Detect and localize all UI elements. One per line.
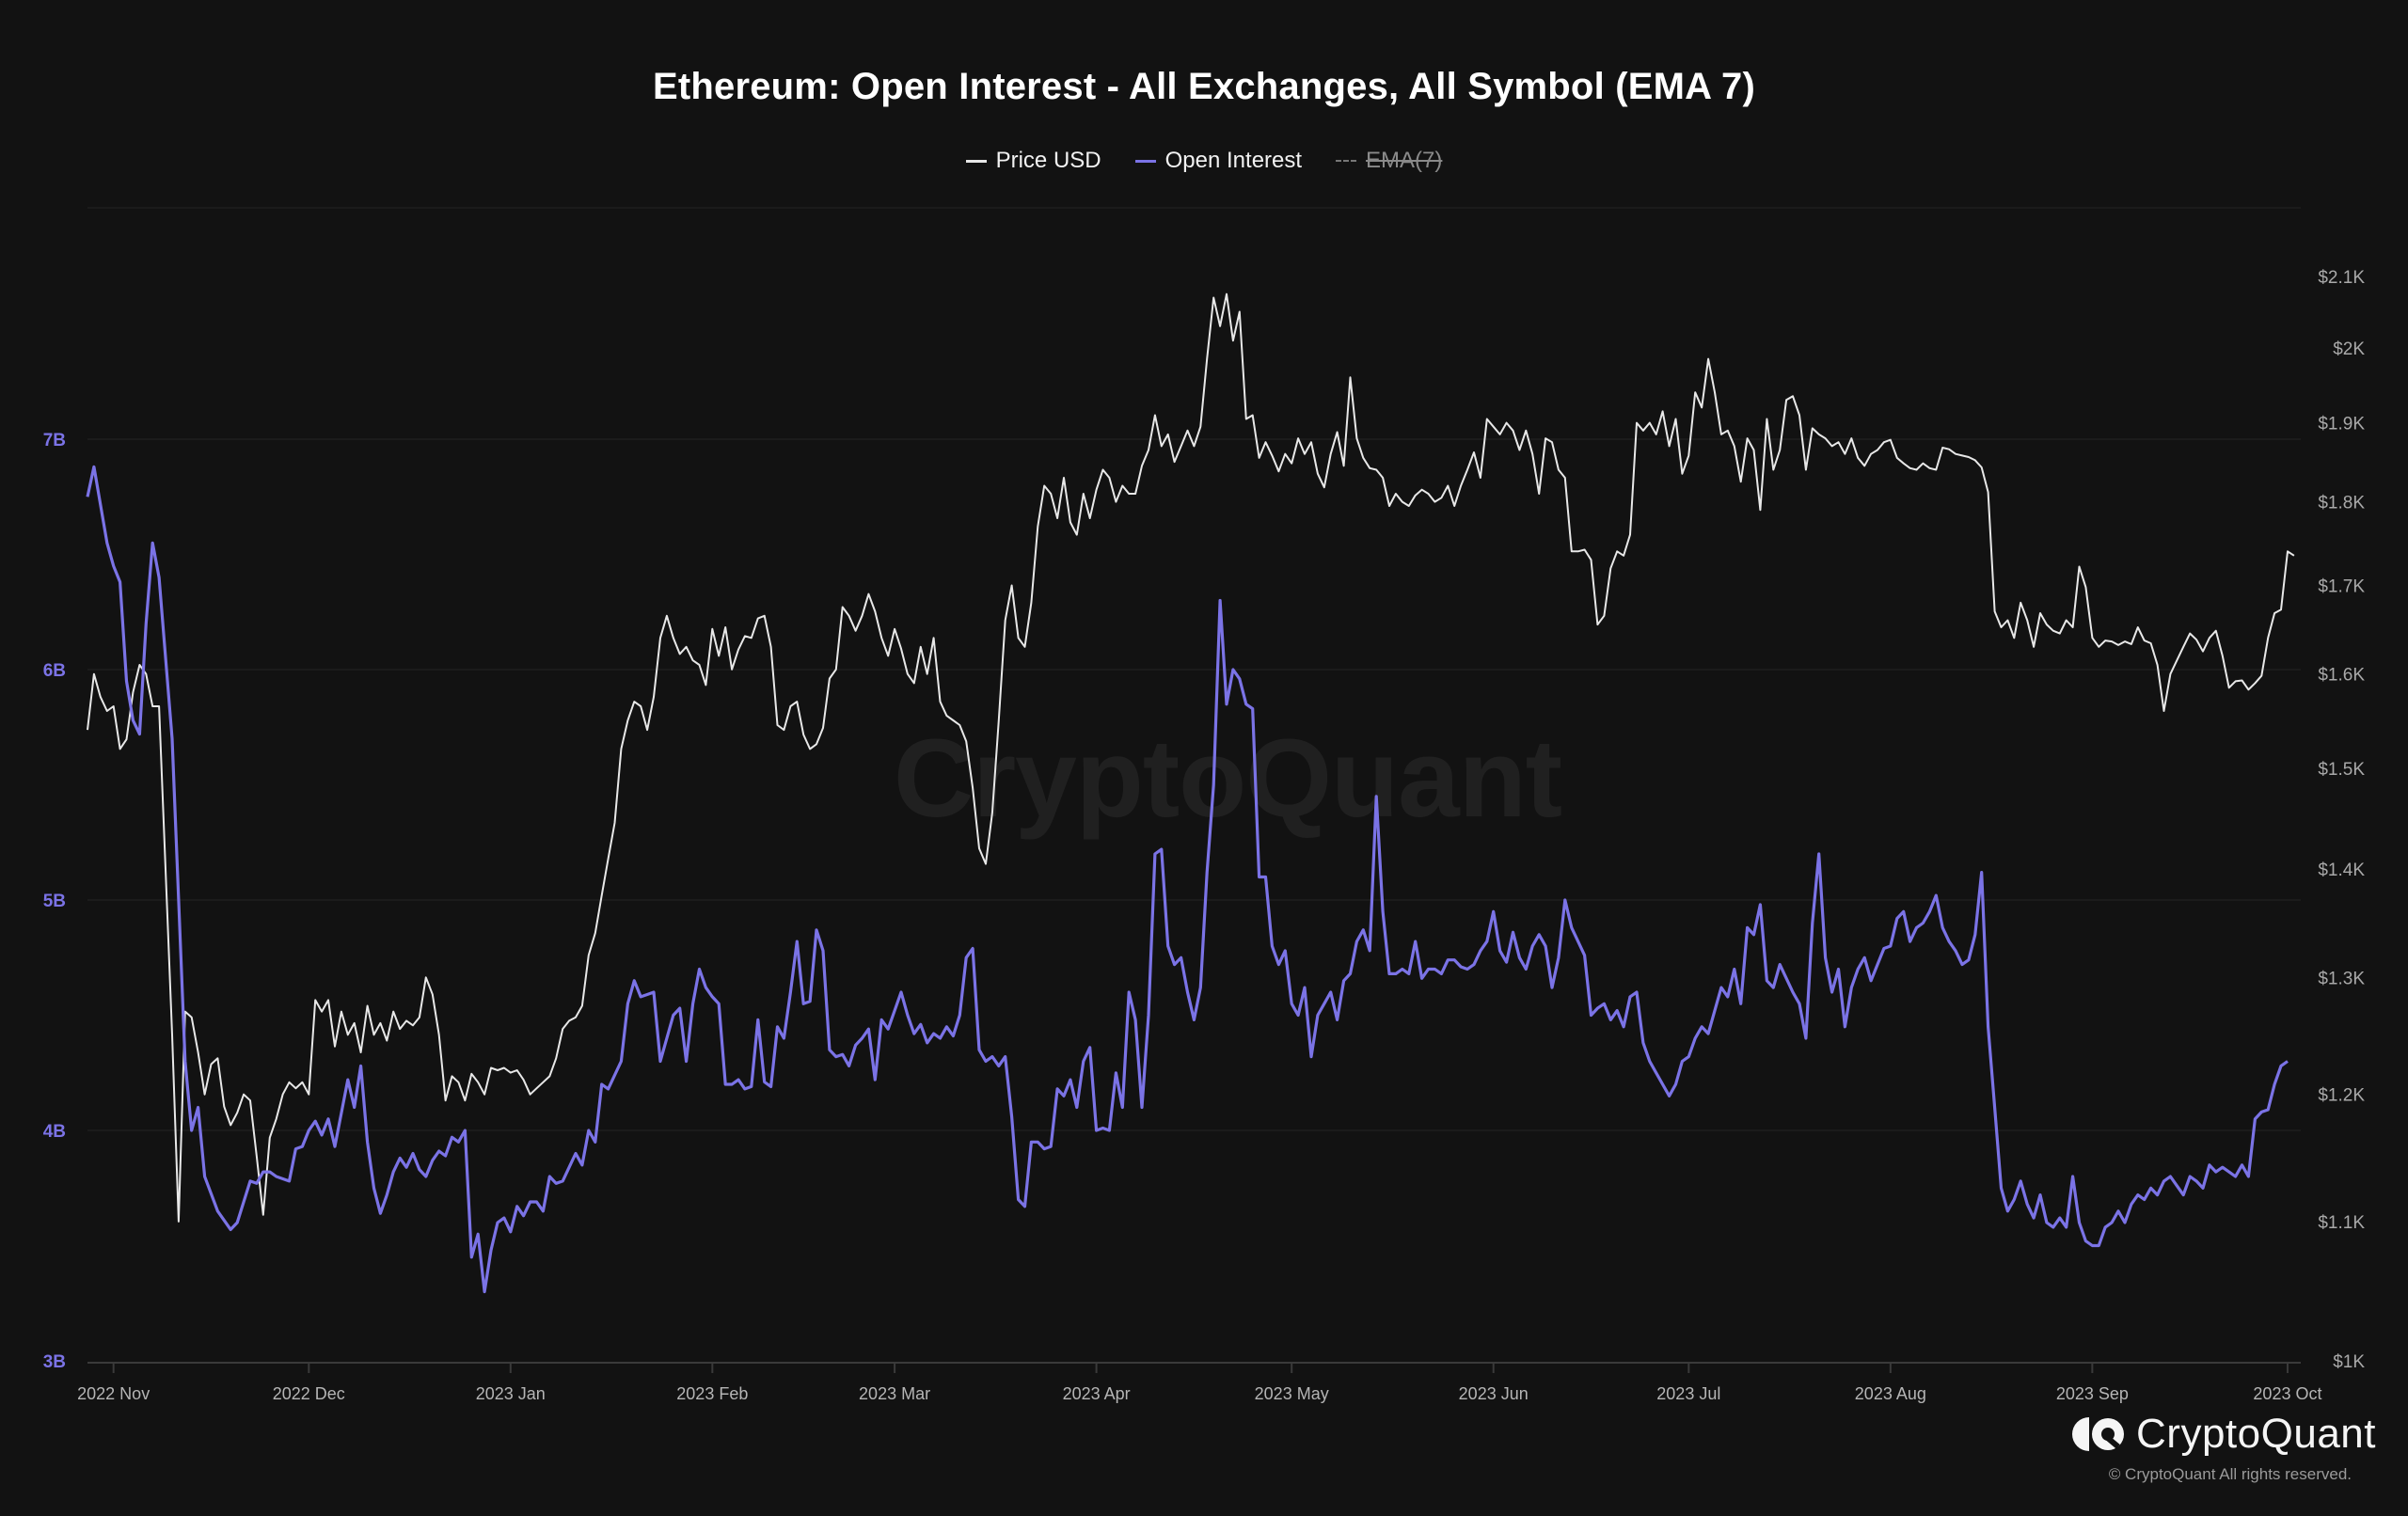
left-y-axis: 3B 4B 5B 6B 7B <box>43 431 66 1372</box>
x-axis: 2022 Nov 2022 Dec 2023 Jan 2023 Feb 2023 Mar… <box>77 1362 2321 1403</box>
svg-text:$1.9K: $1.9K <box>2318 415 2365 434</box>
open-interest-line <box>86 465 2289 1294</box>
svg-text:2022 Dec: 2022 Dec <box>273 1384 345 1403</box>
open-interest-line-swatch-icon <box>1134 159 1156 163</box>
svg-text:2023 Jan: 2023 Jan <box>476 1384 546 1403</box>
svg-text:7B: 7B <box>43 431 66 450</box>
price-line-swatch-icon <box>965 159 987 163</box>
legend-item-price-usd[interactable]: Price USD <box>965 148 1101 174</box>
legend: Price USD Open Interest EMA(7) <box>0 148 2408 174</box>
svg-text:4B: 4B <box>43 1122 66 1142</box>
svg-text:3B: 3B <box>43 1352 66 1372</box>
brand-logo: CryptoQuant <box>2072 1411 2376 1458</box>
svg-text:2023 Sep: 2023 Sep <box>2056 1384 2129 1403</box>
svg-text:2023 May: 2023 May <box>1255 1384 1329 1403</box>
svg-text:$1.3K: $1.3K <box>2318 969 2365 988</box>
svg-text:$1.2K: $1.2K <box>2318 1086 2365 1106</box>
svg-text:$1K: $1K <box>2333 1352 2365 1372</box>
legend-item-open-interest[interactable]: Open Interest <box>1134 148 1303 174</box>
svg-text:2023 Oct: 2023 Oct <box>2253 1384 2321 1403</box>
svg-text:$1.7K: $1.7K <box>2318 576 2365 596</box>
svg-text:$1.4K: $1.4K <box>2318 861 2365 880</box>
svg-text:5B: 5B <box>43 892 66 911</box>
svg-text:$1.5K: $1.5K <box>2318 760 2365 780</box>
copyright-text: © CryptoQuant All rights reserved. <box>2108 1465 2352 1483</box>
legend-label: Open Interest <box>1164 148 1303 173</box>
svg-text:$2K: $2K <box>2333 340 2365 359</box>
svg-text:2023 Apr: 2023 Apr <box>1063 1384 1131 1403</box>
legend-label: Price USD <box>995 148 1101 173</box>
svg-text:$1.8K: $1.8K <box>2318 494 2365 513</box>
svg-text:2023 Feb: 2023 Feb <box>676 1384 748 1403</box>
svg-text:$1.1K: $1.1K <box>2318 1213 2365 1233</box>
svg-text:2023 Jul: 2023 Jul <box>1656 1384 1720 1403</box>
right-y-axis: $1K $1.1K $1.2K $1.3K $1.4K $1.5K $1.6K $1.7K $1… <box>2318 268 2365 1372</box>
svg-text:6B: 6B <box>43 661 66 681</box>
svg-text:2023 Mar: 2023 Mar <box>859 1384 930 1403</box>
svg-text:2023 Aug: 2023 Aug <box>1855 1384 1926 1403</box>
ema-dashed-swatch-icon <box>1336 160 1357 162</box>
legend-label: EMA(7) <box>1366 148 1443 173</box>
price-usd-line <box>87 292 2295 1223</box>
gridlines <box>87 207 2301 1131</box>
legend-item-ema7[interactable]: EMA(7) <box>1336 148 1442 174</box>
watermark: CryptoQuant <box>894 717 1562 841</box>
svg-text:$2.1K: $2.1K <box>2318 268 2365 288</box>
svg-text:$1.6K: $1.6K <box>2318 666 2365 686</box>
chart-title: Ethereum: Open Interest - All Exchanges,… <box>652 66 1755 107</box>
brand-name: CryptoQuant <box>2136 1411 2376 1457</box>
cryptoquant-logo-icon <box>2072 1417 2125 1451</box>
svg-text:2022 Nov: 2022 Nov <box>77 1384 150 1403</box>
svg-text:2023 Jun: 2023 Jun <box>1459 1384 1529 1403</box>
